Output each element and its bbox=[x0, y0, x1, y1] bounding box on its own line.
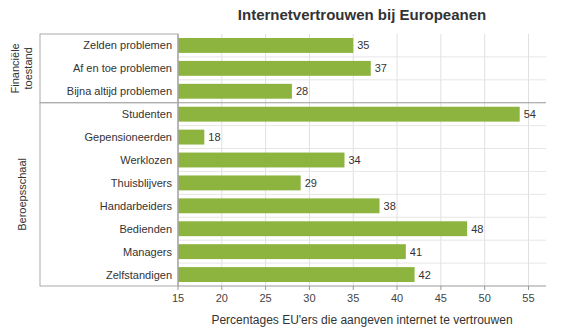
tick-label: 30 bbox=[303, 292, 315, 304]
tick-mark bbox=[178, 286, 179, 290]
data-label: 18 bbox=[208, 131, 220, 143]
bar bbox=[178, 84, 292, 99]
bar bbox=[178, 38, 353, 53]
category-label: Bijna altijd problemen bbox=[67, 85, 172, 97]
tick-label: 25 bbox=[259, 292, 271, 304]
category-label: Werklozen bbox=[120, 154, 172, 166]
tick-label: 40 bbox=[391, 292, 403, 304]
tick-label: 35 bbox=[347, 292, 359, 304]
row-separator bbox=[178, 79, 546, 80]
group-label: Beroepsschaal bbox=[16, 158, 28, 231]
bar bbox=[178, 221, 467, 236]
row-separator bbox=[178, 171, 546, 172]
grid-line bbox=[440, 34, 441, 286]
data-label: 54 bbox=[524, 108, 536, 120]
data-label: 34 bbox=[348, 154, 360, 166]
tick-mark bbox=[397, 286, 398, 290]
tick-mark bbox=[484, 286, 485, 290]
bar bbox=[178, 107, 520, 122]
bar bbox=[178, 198, 380, 213]
data-label: 48 bbox=[471, 223, 483, 235]
group-box bbox=[40, 103, 178, 286]
group-separator bbox=[178, 102, 546, 103]
data-label: 37 bbox=[375, 62, 387, 74]
row-separator bbox=[178, 148, 546, 149]
tick-mark bbox=[528, 286, 529, 290]
chart: Internetvertrouwen bij Europeanen 15 20 25 3… bbox=[0, 0, 574, 336]
group-box bbox=[40, 34, 178, 103]
data-label: 38 bbox=[384, 200, 396, 212]
tick-label: 50 bbox=[479, 292, 491, 304]
category-label: Gepensioneerden bbox=[85, 131, 172, 143]
group-label: Financiëletoestand bbox=[9, 43, 34, 93]
tick-mark bbox=[309, 286, 310, 290]
row-separator bbox=[178, 194, 546, 195]
row-separator bbox=[178, 125, 546, 126]
data-label: 29 bbox=[305, 177, 317, 189]
group-label-line: Financiële bbox=[9, 43, 21, 93]
grid bbox=[178, 34, 528, 286]
x-axis-label: Percentages EU'ers die aangeven internet… bbox=[211, 313, 512, 327]
row-separator bbox=[178, 263, 546, 264]
title: Internetvertrouwen bij Europeanen bbox=[238, 6, 486, 23]
row-separator bbox=[178, 240, 546, 241]
data-label: 35 bbox=[357, 39, 369, 51]
data-label: 41 bbox=[410, 246, 422, 258]
tick-mark bbox=[353, 286, 354, 290]
tick-mark bbox=[440, 286, 441, 290]
bar bbox=[178, 153, 344, 168]
data-label: 42 bbox=[419, 269, 431, 281]
row-separator bbox=[178, 217, 546, 218]
group-label-line: Beroepsschaal bbox=[16, 158, 28, 231]
bars bbox=[178, 38, 520, 282]
category-label: Zelfstandigen bbox=[106, 269, 172, 281]
grid-line bbox=[484, 34, 485, 286]
category-label: Zelden problemen bbox=[83, 39, 172, 51]
bar bbox=[178, 130, 204, 145]
bar bbox=[178, 244, 406, 259]
tick-label: 20 bbox=[216, 292, 228, 304]
grid-line bbox=[528, 34, 529, 286]
category-label: Handarbeiders bbox=[100, 200, 173, 212]
bar bbox=[178, 267, 415, 282]
tick-mark bbox=[265, 286, 266, 290]
row-separator bbox=[178, 56, 546, 57]
bar bbox=[178, 175, 301, 190]
tick-label: 55 bbox=[522, 292, 534, 304]
category-label: Bedienden bbox=[119, 223, 172, 235]
x-axis bbox=[178, 286, 546, 287]
tick-label: 45 bbox=[435, 292, 447, 304]
data-label: 28 bbox=[296, 85, 308, 97]
category-label: Af en toe problemen bbox=[73, 62, 172, 74]
bar bbox=[178, 61, 371, 76]
category-label: Managers bbox=[123, 246, 172, 258]
category-label: Studenten bbox=[122, 108, 172, 120]
category-label: Thuisblijvers bbox=[111, 177, 173, 189]
tick-mark bbox=[221, 286, 222, 290]
group-label-line: toestand bbox=[22, 47, 34, 89]
tick-label: 15 bbox=[172, 292, 184, 304]
